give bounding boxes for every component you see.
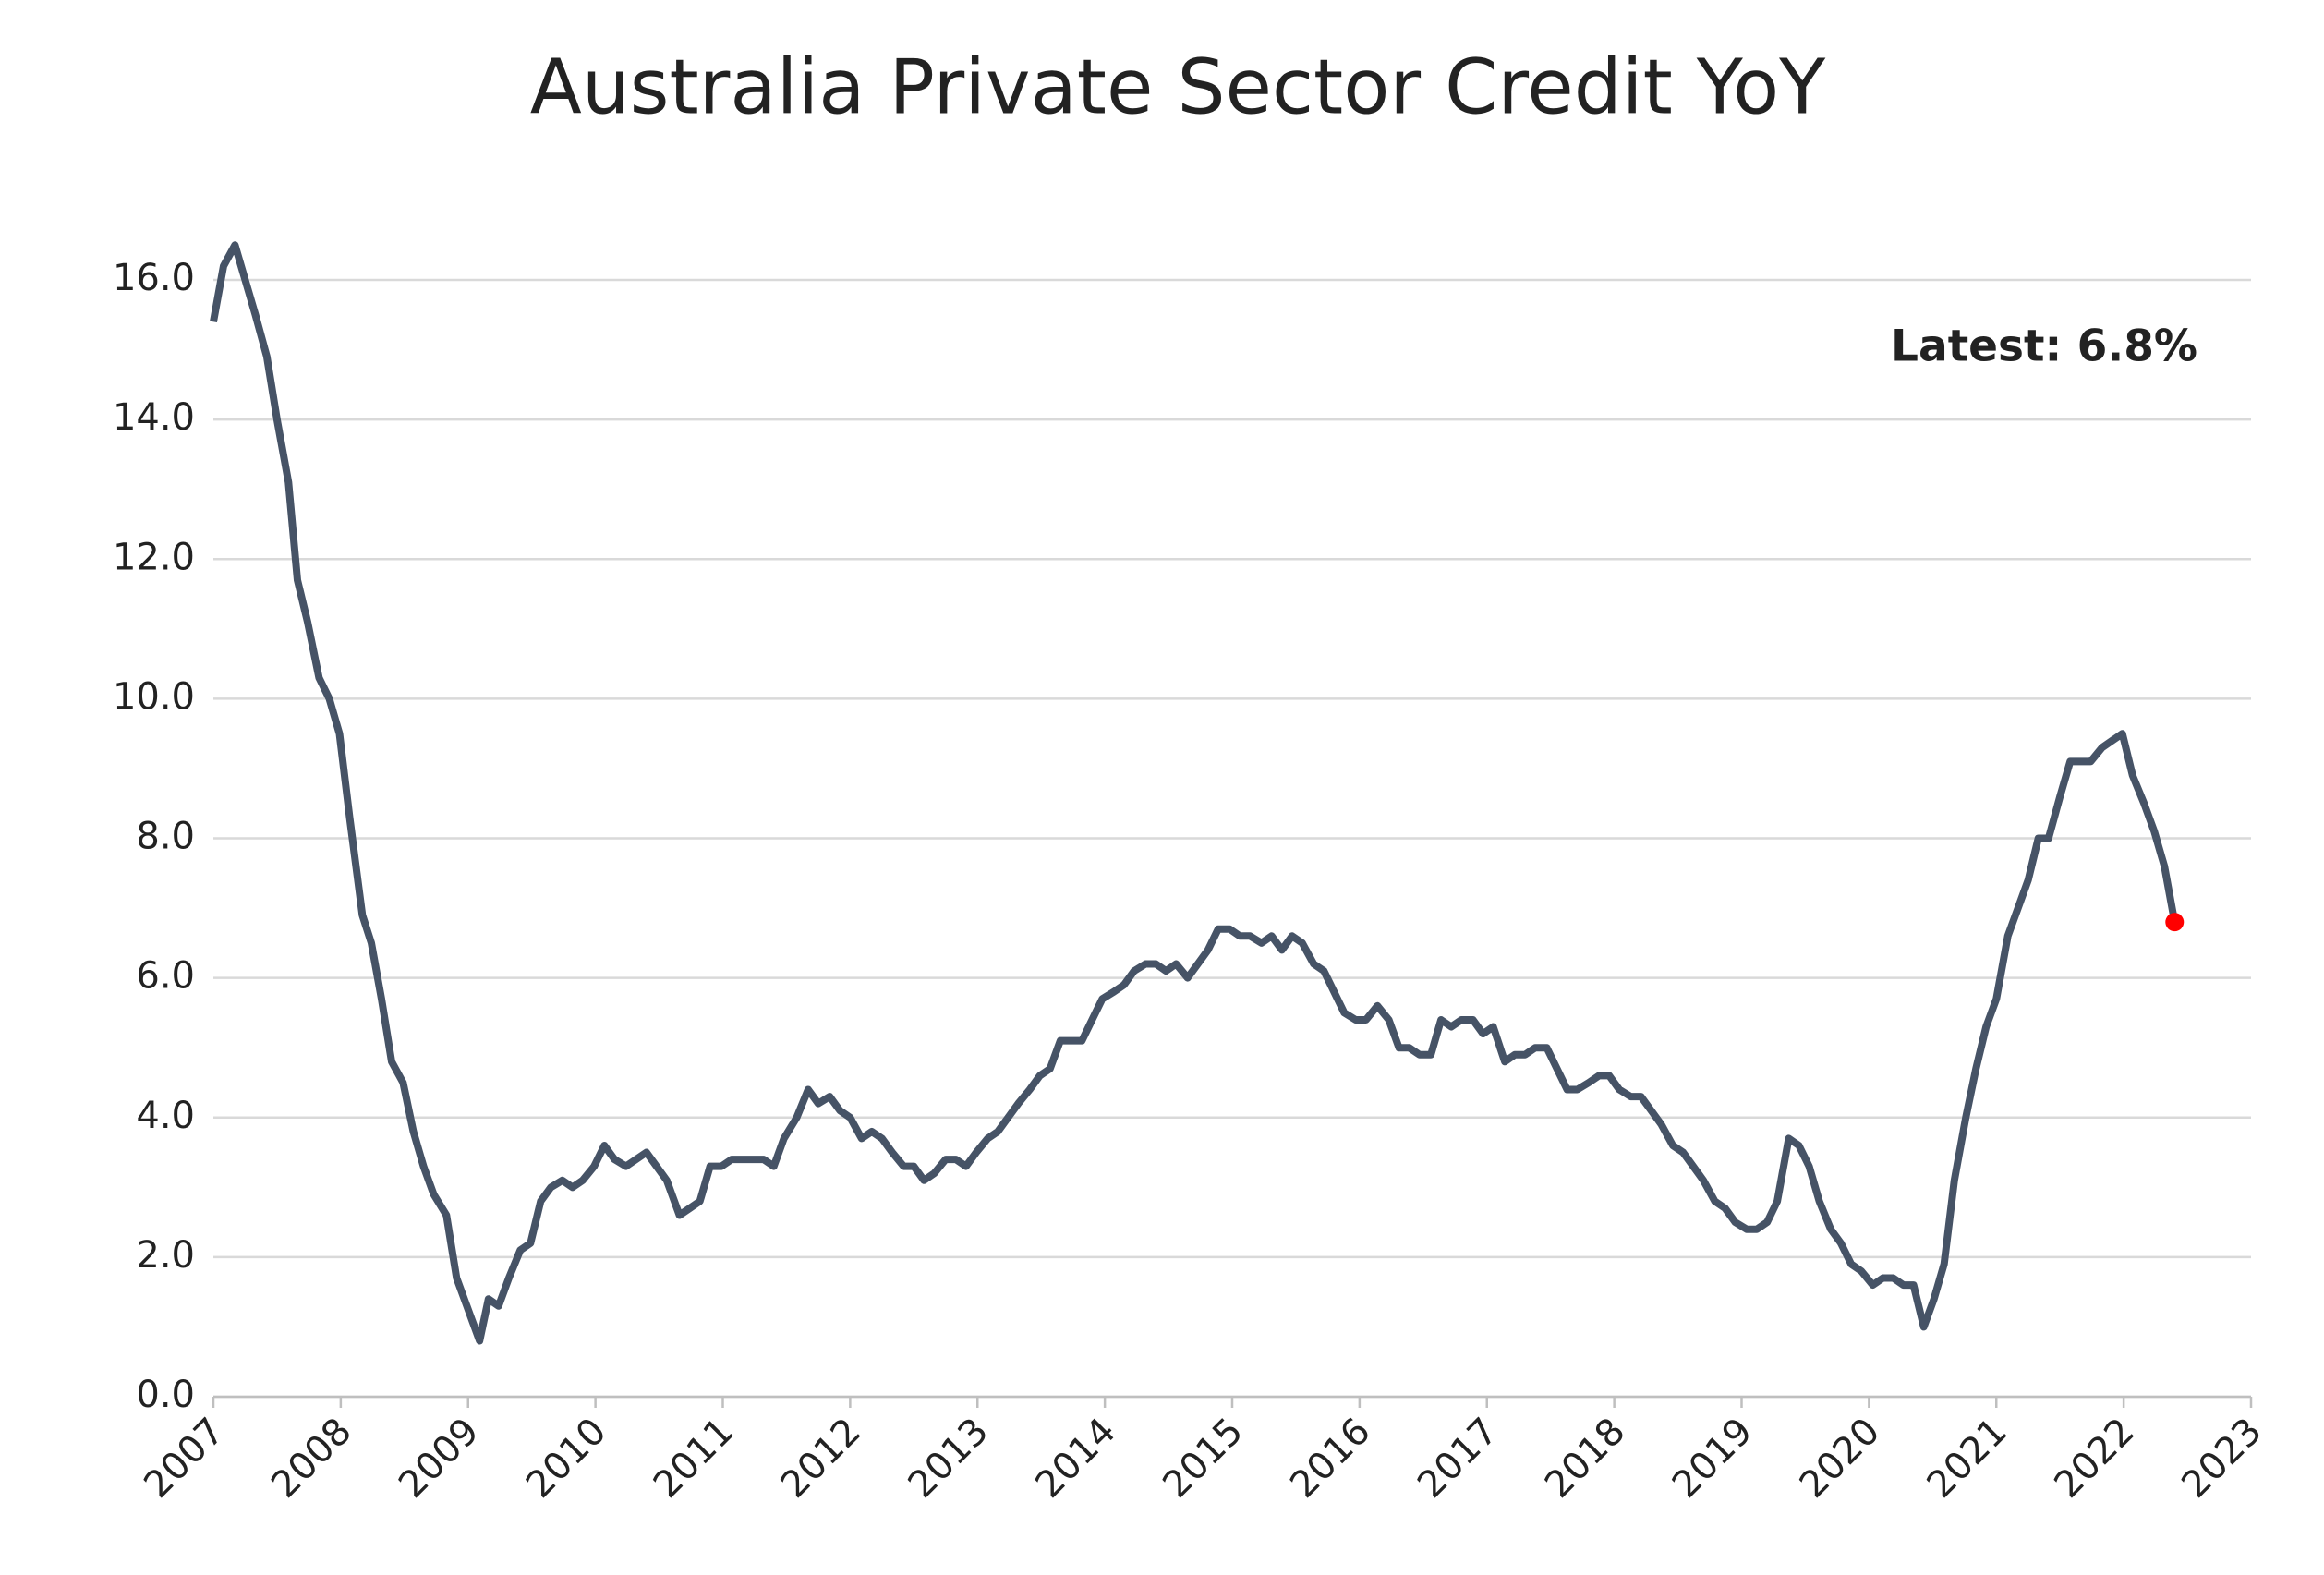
x-tick-label: 2020 (1792, 1410, 1889, 1507)
y-tick-label: 6.0 (136, 955, 195, 998)
x-tick-label: 2013 (901, 1410, 998, 1507)
x-tick-label: 2009 (391, 1410, 488, 1507)
x-tick-label: 2018 (1537, 1410, 1634, 1507)
x-tick-label: 2007 (136, 1410, 233, 1507)
x-tick-label: 2021 (1919, 1410, 2016, 1507)
x-tick-label: 2011 (646, 1410, 743, 1507)
x-tick-label: 2012 (773, 1410, 870, 1507)
y-tick-label: 4.0 (136, 1095, 195, 1137)
y-tick-label: 2.0 (136, 1234, 195, 1277)
x-tick-label: 2017 (1410, 1410, 1507, 1507)
line (210, 241, 2179, 1345)
x-tick-label: 2023 (2173, 1410, 2270, 1507)
x-tick-label: 2019 (1664, 1410, 1761, 1507)
x-tick-label: 2010 (518, 1410, 615, 1507)
x-tick-label: 2008 (263, 1410, 360, 1507)
x-tick-label: 2022 (2046, 1410, 2143, 1507)
y-tick-label: 8.0 (136, 816, 195, 858)
chart-title: Australia Private Sector Credit YoY (530, 43, 1826, 131)
y-tick-label: 0.0 (136, 1374, 195, 1416)
y-tick-label: 14.0 (113, 396, 195, 439)
y-tick-label: 10.0 (113, 675, 195, 718)
y-tick-label: 12.0 (113, 536, 195, 578)
x-tick-label: 2014 (1027, 1410, 1124, 1507)
annotation: Latest: 6.8% (1891, 321, 2197, 372)
x-tick-label: 2015 (1155, 1410, 1252, 1507)
latest-marker (2165, 913, 2185, 932)
y-tick-label: 16.0 (113, 257, 195, 299)
x-tick-label: 2016 (1282, 1410, 1379, 1507)
